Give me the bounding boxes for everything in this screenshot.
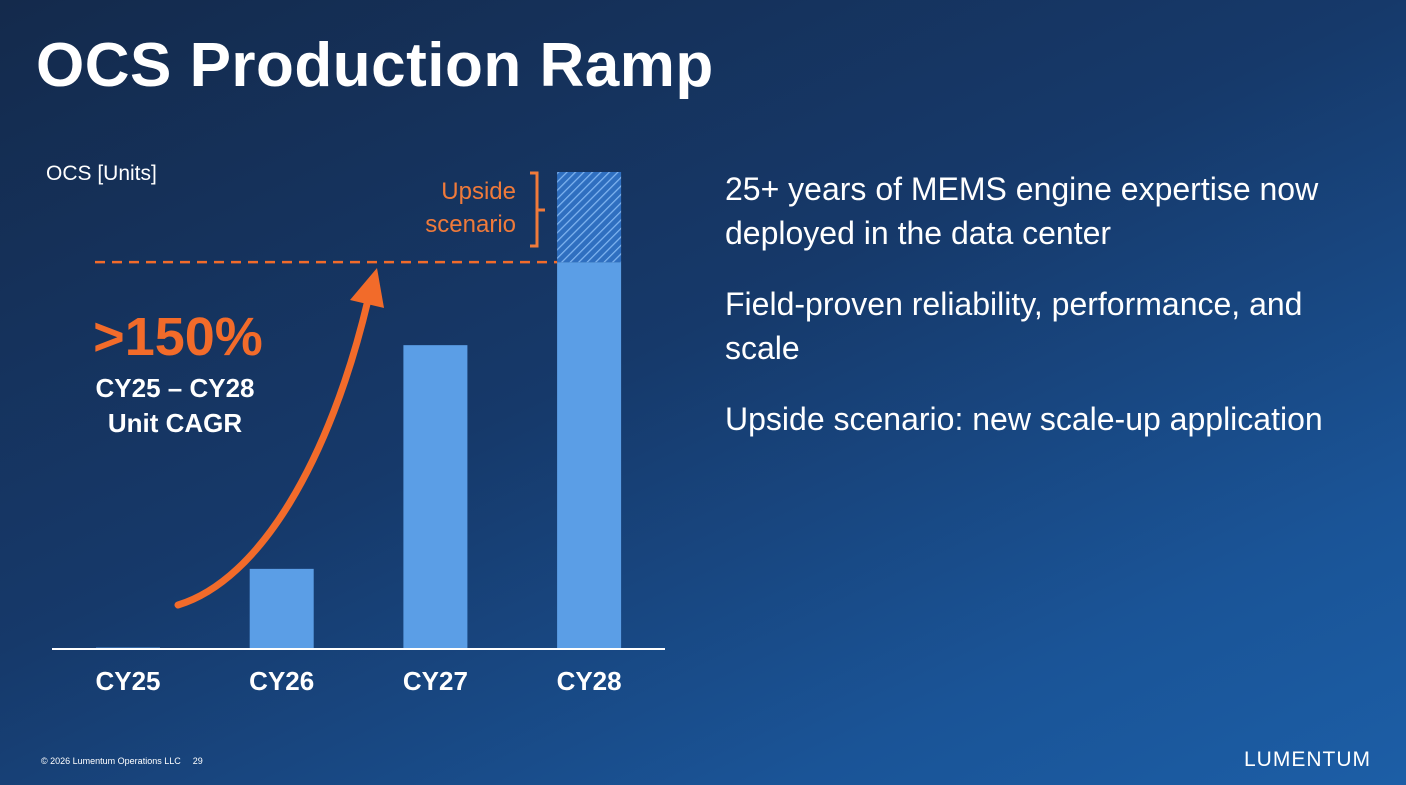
logo: LUMENTUM <box>1244 748 1371 771</box>
bullet: 25+ years of MEMS engine expertise now d… <box>725 171 1319 251</box>
x-tick-label: CY27 <box>403 666 468 696</box>
upside-bracket <box>530 171 545 248</box>
x-tick-label: CY25 <box>95 666 160 696</box>
upside-bar <box>557 172 622 263</box>
bar <box>403 345 468 649</box>
growth-arrow <box>174 296 372 609</box>
upside-label: Upside scenario <box>425 178 516 238</box>
x-tick-label: CY26 <box>249 666 314 696</box>
bullet: Upside scenario: new scale-up applicatio… <box>725 401 1323 437</box>
bar <box>557 262 622 649</box>
bullet: Field-proven reliability, performance, a… <box>725 286 1303 366</box>
footer: © 2026 Lumentum Operations LLC 29 <box>41 756 203 766</box>
cagr-label: CY25 – CY28 Unit CAGR <box>95 373 255 438</box>
x-tick-label: CY28 <box>557 666 622 696</box>
cagr-value: >150% <box>93 307 263 367</box>
title: OCS Production Ramp <box>36 31 714 100</box>
arrow-head <box>350 268 384 308</box>
page-number: 29 <box>192 756 203 766</box>
bar <box>249 568 314 649</box>
copyright: © 2026 Lumentum Operations LLC <box>41 756 181 766</box>
y-axis-label: OCS [Units] <box>46 162 157 185</box>
